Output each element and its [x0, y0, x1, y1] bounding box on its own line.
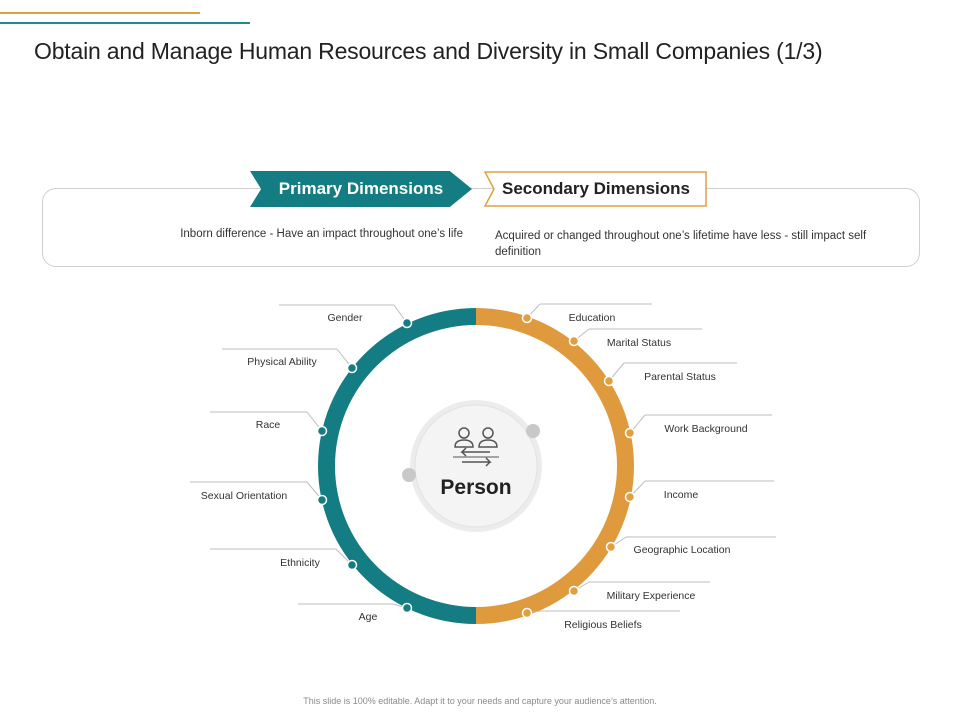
- primary-item-age: Age: [298, 602, 413, 623]
- ring-dot: [316, 494, 328, 506]
- ring-dot: [624, 491, 636, 503]
- secondary-item-religious-beliefs: Religious Beliefs: [521, 607, 680, 631]
- secondary-ring-half: [476, 308, 634, 624]
- primary-item-gender: Gender: [279, 304, 413, 329]
- secondary-item-income: Income: [624, 480, 774, 503]
- dimension-label: Military Experience: [607, 590, 696, 602]
- dimension-label: Education: [569, 312, 616, 324]
- primary-item-ethnicity: Ethnicity: [210, 548, 358, 571]
- primary-dimensions-description: Inborn difference - Have an impact throu…: [180, 228, 463, 240]
- secondary-dimensions-tab: Secondary Dimensions: [484, 171, 708, 207]
- ring-dot: [346, 559, 358, 571]
- inner-circle: [414, 404, 538, 528]
- footer-note: This slide is 100% editable. Adapt it to…: [303, 696, 657, 706]
- accent-line-teal: [0, 22, 250, 24]
- dimension-label: Geographic Location: [634, 544, 731, 556]
- primary-dimensions-label: Primary Dimensions: [278, 179, 444, 198]
- dimension-label: Religious Beliefs: [564, 619, 642, 631]
- accent-line-orange: [0, 12, 200, 14]
- secondary-tab-outline: [484, 171, 707, 207]
- ring-dot: [401, 602, 413, 614]
- ring-dot: [624, 427, 636, 439]
- decor-dot-left: [402, 468, 416, 482]
- secondary-item-parental-status: Parental Status: [603, 362, 737, 387]
- ring-dot: [603, 375, 615, 387]
- people-exchange-icon: [453, 427, 499, 467]
- ring-dot: [316, 425, 328, 437]
- secondary-item-military-experience: Military Experience: [568, 581, 710, 602]
- dimension-label: Income: [664, 489, 699, 501]
- dimension-label: Age: [359, 611, 378, 623]
- decor-dot-right: [526, 424, 540, 438]
- primary-item-race: Race: [210, 411, 328, 437]
- primary-ring-half: [318, 308, 476, 624]
- ring-dot: [521, 312, 533, 324]
- ring-dot: [605, 541, 617, 553]
- ring-dot: [346, 362, 358, 374]
- primary-item-physical-ability: Physical Ability: [222, 348, 358, 374]
- dimension-label: Race: [256, 419, 281, 431]
- ring-dot: [401, 317, 413, 329]
- page-title: Obtain and Manage Human Resources and Di…: [34, 38, 823, 64]
- dimensions-box: [42, 188, 920, 267]
- secondary-item-education: Education: [521, 303, 652, 324]
- dimension-label: Sexual Orientation: [201, 490, 288, 502]
- ring-dot: [521, 607, 533, 619]
- dimension-label: Parental Status: [644, 371, 716, 383]
- secondary-item-marital-status: Marital Status: [568, 328, 702, 349]
- ring-dot: [568, 335, 580, 347]
- dimension-label: Marital Status: [607, 337, 671, 349]
- primary-item-sexual-orientation: Sexual Orientation: [190, 481, 328, 506]
- secondary-item-geographic-location: Geographic Location: [605, 536, 776, 556]
- dimension-label: Work Background: [664, 423, 747, 435]
- secondary-dimensions-label: Secondary Dimensions: [501, 179, 690, 198]
- primary-dimensions-tab: Primary Dimensions: [250, 171, 472, 207]
- dimension-label: Ethnicity: [280, 557, 320, 569]
- secondary-dimensions-description: Acquired or changed throughout one’s lif…: [495, 230, 867, 258]
- secondary-item-work-background: Work Background: [624, 414, 772, 439]
- dimension-label: Physical Ability: [247, 356, 317, 368]
- dimension-label: Gender: [327, 312, 363, 324]
- center-person-label: Person: [440, 476, 512, 499]
- ring-dot: [568, 585, 580, 597]
